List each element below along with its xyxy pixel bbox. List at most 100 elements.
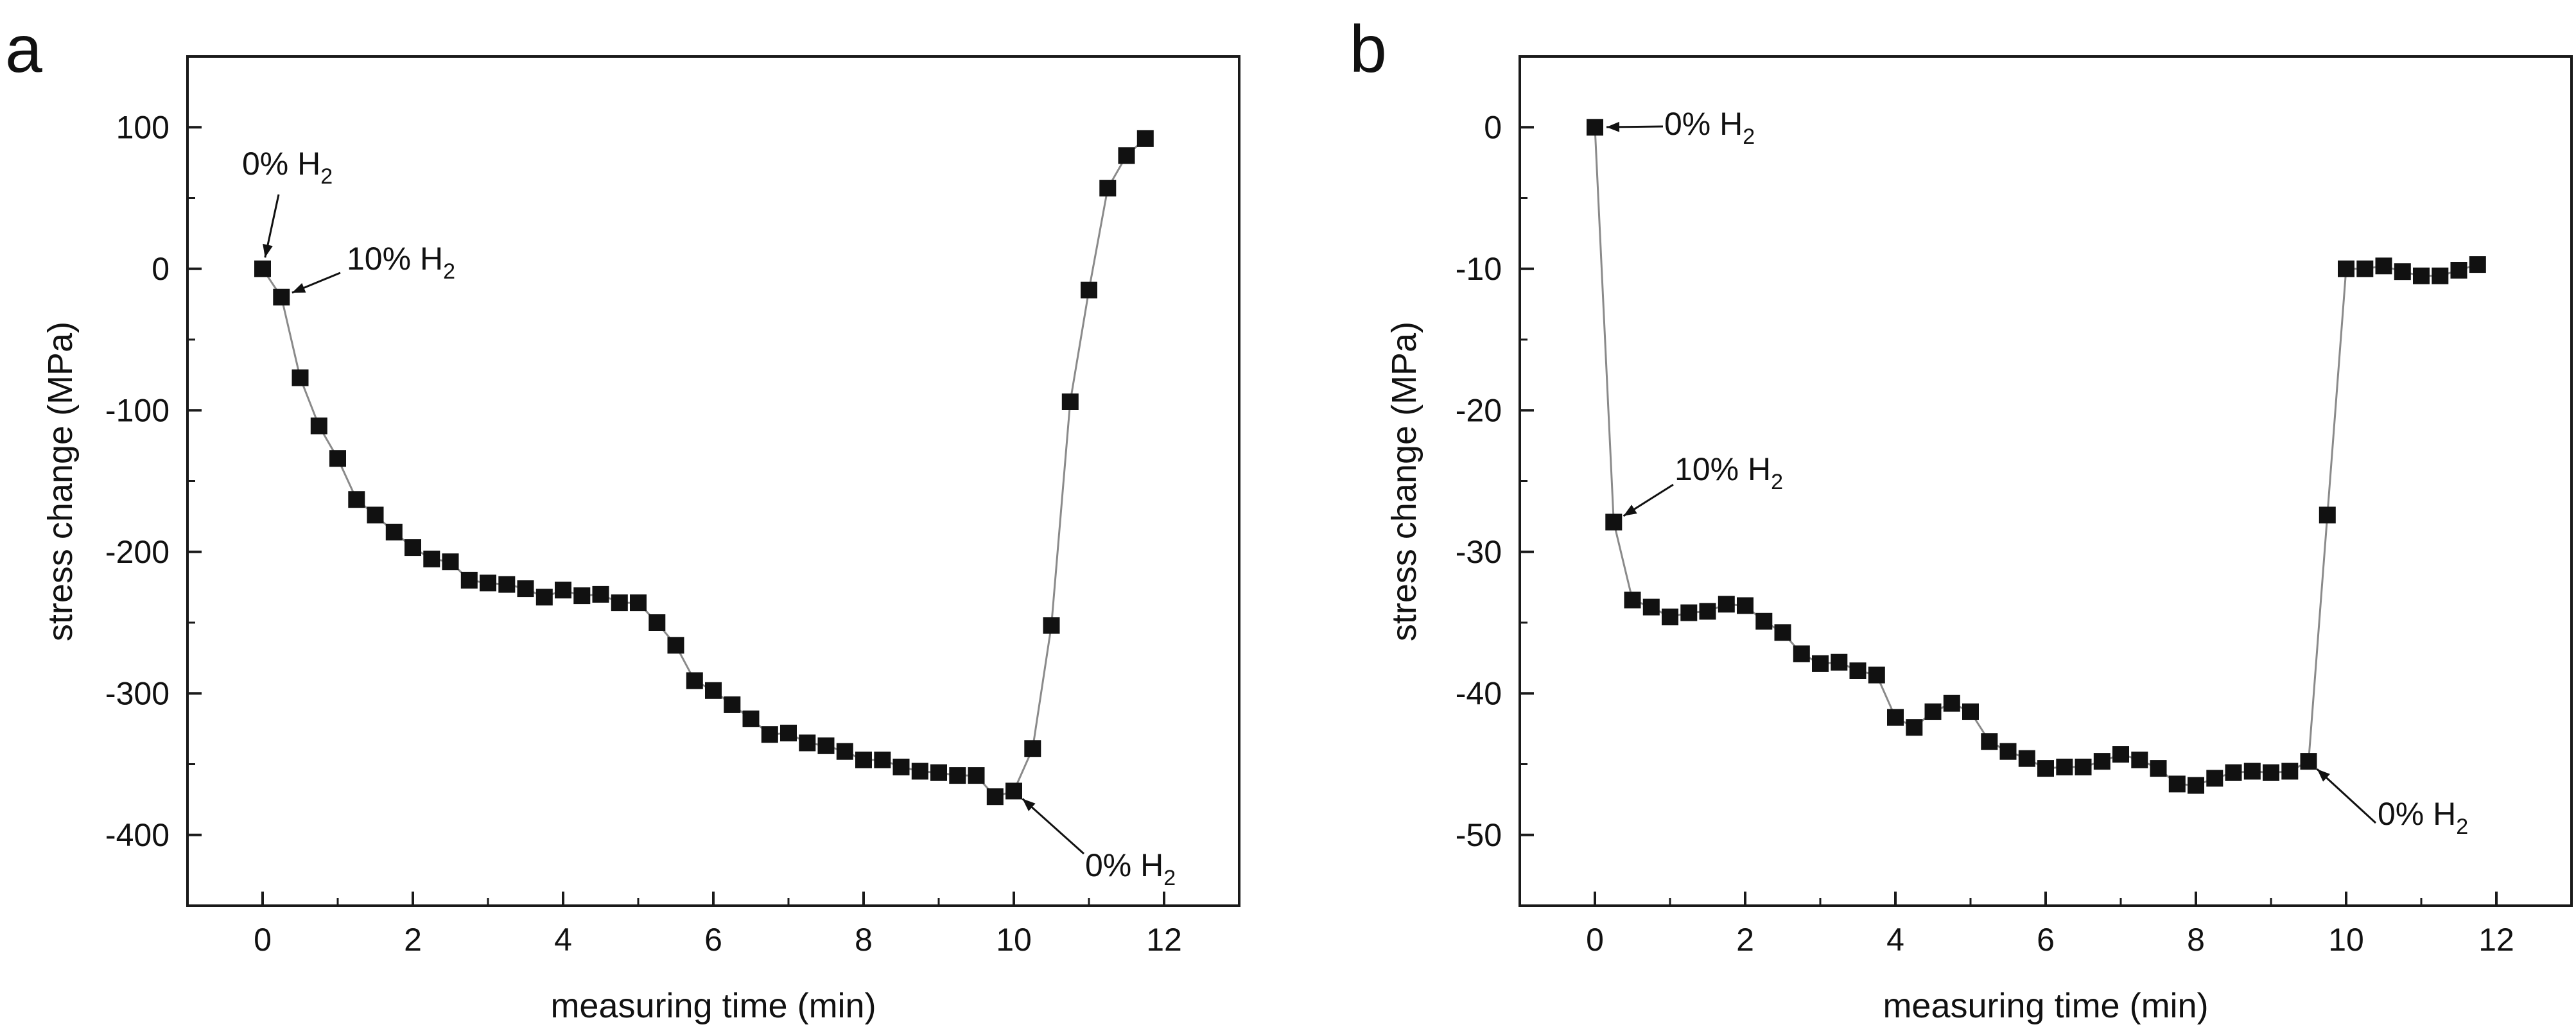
annotation-text-a-1: 10% H [347,241,443,277]
annotation-label-b-0: 0% H2 [1664,106,1755,149]
y-tick-label-a-1: -300 [105,675,170,711]
data-point-b-7 [1718,596,1735,613]
data-point-b-35 [2243,763,2261,780]
data-point-b-38 [2300,753,2317,770]
data-point-a-18 [592,585,609,603]
data-point-a-30 [817,737,835,754]
y-tick-label-b-2: -30 [1456,534,1502,570]
data-point-b-17 [1906,719,1923,736]
y-axis-label-a: stress change (MPa) [41,322,80,641]
x-tick-label-b-4: 8 [2187,922,2205,958]
data-point-b-10 [1774,624,1791,641]
data-point-a-43 [1061,393,1079,410]
data-point-a-21 [648,614,666,631]
data-point-b-26 [2075,758,2092,775]
annotation-label-b-2: 0% H2 [2378,796,2468,839]
x-tick-label-a-3: 6 [704,922,722,958]
data-point-a-3 [310,417,327,435]
data-point-a-46 [1118,147,1135,164]
data-point-b-39 [2319,506,2336,524]
annotation-sub-b-2: 2 [2456,815,2468,839]
data-point-b-45 [2432,267,2449,284]
x-tick-label-b-6: 12 [2478,922,2514,958]
data-point-a-44 [1081,281,1097,298]
annotation-text-b-0: 0% H [1664,106,1743,142]
data-point-a-37 [949,767,966,784]
data-point-a-42 [1043,617,1060,634]
data-point-b-4 [1662,609,1678,626]
data-point-a-41 [1024,740,1041,757]
data-point-a-38 [968,767,985,784]
series-line-path-a [261,137,1146,798]
x-axis-label-b: measuring time (min) [1883,987,2208,1025]
data-point-b-34 [2225,764,2242,781]
annotation-sub-a-2: 2 [1163,866,1176,890]
data-point-a-15 [535,589,553,606]
x-tick-label-a-0: 0 [254,922,272,958]
data-point-b-44 [2413,267,2430,284]
annotation-label-a-0: 0% H2 [242,146,333,189]
annotation-arrow-head-b-1 [1623,505,1637,516]
data-point-a-8 [405,539,421,557]
data-point-b-16 [1887,709,1904,726]
ticks-a: 0 2 4 6 8 10 12 -400 -300 -200 -100 0 100 [105,109,1182,958]
data-point-a-24 [705,682,722,699]
data-point-a-25 [724,696,741,713]
y-axis-label-b: stress change (MPa) [1385,322,1423,641]
data-point-b-37 [2281,763,2299,780]
annotation-arrow-head-a-0 [263,243,273,258]
data-point-a-6 [367,506,384,524]
data-point-b-31 [2168,775,2186,793]
data-point-a-16 [555,582,571,599]
annotation-arrow-head-a-2 [1022,799,1036,811]
annotation-arrow-head-a-1 [292,283,306,293]
data-point-b-1 [1605,514,1623,531]
annotation-sub-b-0: 2 [1743,125,1755,149]
annotation-arrows-b [1606,121,2377,824]
data-point-a-20 [630,594,647,612]
data-point-b-20 [1962,703,1979,720]
x-tick-label-b-1: 2 [1736,922,1754,958]
x-tick-label-a-1: 2 [404,922,422,958]
data-point-b-28 [2112,746,2129,763]
data-point-b-33 [2206,770,2224,787]
data-point-a-0 [254,260,271,277]
data-point-b-9 [1755,612,1773,630]
data-point-a-39 [986,788,1004,806]
annotation-arrow-line-b-2 [2316,768,2377,824]
data-point-a-27 [761,726,778,743]
data-point-a-13 [498,576,516,593]
y-tick-label-b-4: -10 [1456,251,1502,287]
data-point-a-34 [892,758,910,775]
data-point-a-29 [799,734,816,752]
data-point-a-32 [855,751,872,768]
data-point-b-30 [2150,760,2167,777]
y-tick-label-a-5: 100 [116,109,170,145]
x-axis-label-a: measuring time (min) [550,987,876,1025]
data-point-b-25 [2056,758,2073,775]
plot-frame-a [186,55,1240,907]
y-tick-label-b-5: 0 [1484,109,1502,145]
series-points-a [254,130,1154,806]
data-point-b-47 [2469,256,2486,273]
x-tick-label-b-2: 4 [1886,922,1904,958]
x-tick-label-b-5: 10 [2328,922,2364,958]
plot-area-b: 0 2 4 6 8 10 12 -50 -40 -30 -20 -10 0 [1456,55,2573,958]
data-point-a-2 [292,369,309,386]
data-point-b-5 [1680,604,1698,621]
y-tick-label-a-2: -200 [105,534,170,570]
panel-letter-a: a [5,12,42,87]
y-tick-label-a-3: -100 [105,392,170,428]
data-point-b-3 [1642,598,1660,616]
x-tick-label-a-2: 4 [554,922,572,958]
data-point-b-42 [2375,257,2392,275]
data-point-b-15 [1868,666,1885,684]
data-point-a-4 [329,450,346,467]
x-tick-label-a-5: 10 [996,922,1032,958]
data-point-b-13 [1831,653,1848,671]
x-tick-label-a-4: 8 [855,922,873,958]
data-point-a-1 [273,288,290,306]
annotation-text-a-2: 0% H [1085,847,1163,883]
annotation-label-a-1: 10% H2 [347,241,455,284]
